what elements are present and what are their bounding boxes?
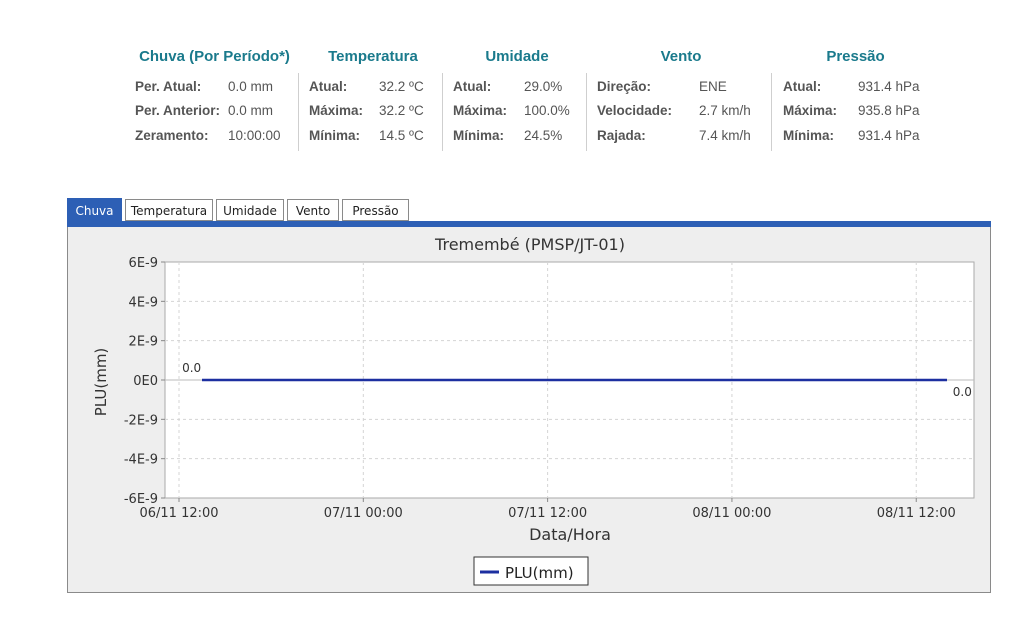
row-label: Atual: [453,79,492,94]
summary-vento-row: Velocidade: 2.7 km/h [597,103,765,123]
summary-umidade-row: Mínima: 24.5% [453,128,581,148]
x-tick-label: 07/11 12:00 [508,506,587,521]
rain-chart: Tremembé (PMSP/JT-01) 6E-9 4E-9 2E-9 0E0 -2E… [92,235,975,586]
row-value: 931.4 hPa [858,79,920,94]
chart-legend: PLU(mm) [473,556,589,586]
summary-vento-title: Vento [660,48,702,65]
summary-temperatura: Temperatura Atual: 32.2 ºC Máxima: 32.2 … [309,48,437,153]
y-tick-label: 2E-9 [129,335,158,350]
summary-chuva-row: Per. Anterior: 0.0 mm [132,103,297,123]
row-label: Zeramento: [135,128,209,143]
y-tick-label: 4E-9 [129,295,158,310]
y-tick-label: -2E-9 [124,413,158,428]
summary-vento-row: Rajada: 7.4 km/h [597,128,765,148]
summary-divider [298,73,299,151]
summary-temperatura-title: Temperatura [328,48,418,65]
row-label: Direção: [597,79,652,94]
summary-umidade-row: Atual: 29.0% [453,79,581,99]
row-label: Máxima: [309,103,364,118]
x-tick-label: 07/11 00:00 [324,506,403,521]
row-value: 2.7 km/h [699,103,751,118]
data-label: 0.0 [182,361,201,375]
tab-pressao[interactable]: Pressão [342,199,409,221]
data-label: 0.0 [953,385,972,399]
x-tick-label: 08/11 00:00 [692,506,771,521]
summary-pressao-row: Máxima: 935.8 hPa [783,103,928,123]
summary-umidade: Umidade Atual: 29.0% Máxima: 100.0% Míni… [453,48,581,153]
row-label: Mínima: [783,128,835,143]
summary-temperatura-row: Atual: 32.2 ºC [309,79,437,99]
row-label: Mínima: [453,128,505,143]
y-axis-label: PLU(mm) [92,348,110,417]
weather-summary: Chuva (Por Período*) Per. Atual: 0.0 mm … [0,48,1030,158]
y-tick-label: -4E-9 [124,453,158,468]
row-label: Mínima: [309,128,361,143]
y-tick-label: -6E-9 [124,492,158,507]
summary-umidade-row: Máxima: 100.0% [453,103,581,123]
x-axis: 06/11 12:00 07/11 00:00 07/11 12:00 08/11 0… [139,498,956,521]
tab-umidade[interactable]: Umidade [216,199,284,221]
row-value: 24.5% [524,128,563,143]
row-value: 32.2 ºC [379,79,424,94]
row-label: Atual: [309,79,348,94]
chart-title: Tremembé (PMSP/JT-01) [434,235,625,254]
summary-temperatura-row: Máxima: 32.2 ºC [309,103,437,123]
row-value: 32.2 ºC [379,103,424,118]
row-value: 0.0 mm [228,79,274,94]
summary-pressao-row: Atual: 931.4 hPa [783,79,928,99]
row-value: 935.8 hPa [858,103,920,118]
summary-vento-row: Direção: ENE [597,79,765,99]
row-label: Atual: [783,79,822,94]
row-value: 0.0 mm [228,103,274,118]
tab-vento[interactable]: Vento [287,199,339,221]
summary-chuva-row: Zeramento: 10:00:00 [132,128,297,148]
row-value: 100.0% [524,103,570,118]
row-label: Velocidade: [597,103,673,118]
tab-chuva[interactable]: Chuva [67,198,122,222]
row-value: 14.5 ºC [379,128,424,143]
summary-pressao: Pressão Atual: 931.4 hPa Máxima: 935.8 h… [783,48,928,153]
legend-label: PLU(mm) [505,564,574,582]
chart-panel: Tremembé (PMSP/JT-01) 6E-9 4E-9 2E-9 0E0 -2E… [67,227,991,593]
row-value: 7.4 km/h [699,128,751,143]
summary-pressao-title: Pressão [826,48,885,65]
row-label: Rajada: [597,128,646,143]
summary-chuva-row: Per. Atual: 0.0 mm [132,79,297,99]
summary-divider [586,73,587,151]
summary-chuva-title: Chuva (Por Período*) [139,48,290,65]
row-label: Máxima: [783,103,838,118]
summary-temperatura-row: Mínima: 14.5 ºC [309,128,437,148]
y-tick-label: 0E0 [133,374,158,389]
x-tick-label: 06/11 12:00 [139,506,218,521]
tab-temperatura[interactable]: Temperatura [125,199,213,221]
row-label: Máxima: [453,103,508,118]
x-tick-label: 08/11 12:00 [877,506,956,521]
x-axis-label: Data/Hora [529,525,611,544]
row-value: 10:00:00 [228,128,281,143]
summary-divider [442,73,443,151]
row-label: Per. Atual: [135,79,202,94]
summary-pressao-row: Mínima: 931.4 hPa [783,128,928,148]
row-value: ENE [699,79,727,94]
row-value: 931.4 hPa [858,128,920,143]
chart-annotations: 0.0 0.0 [182,361,972,399]
y-tick-label: 6E-9 [129,256,158,271]
row-value: 29.0% [524,79,563,94]
summary-divider [771,73,772,151]
row-label: Per. Anterior: [135,103,221,118]
y-axis: 6E-9 4E-9 2E-9 0E0 -2E-9 -4E-9 -6E-9 [124,256,165,507]
tab-bar-underline [67,221,991,227]
summary-chuva: Chuva (Por Período*) Per. Atual: 0.0 mm … [132,48,297,153]
summary-vento: Vento Direção: ENE Velocidade: 2.7 km/h … [597,48,765,153]
summary-umidade-title: Umidade [485,48,549,65]
